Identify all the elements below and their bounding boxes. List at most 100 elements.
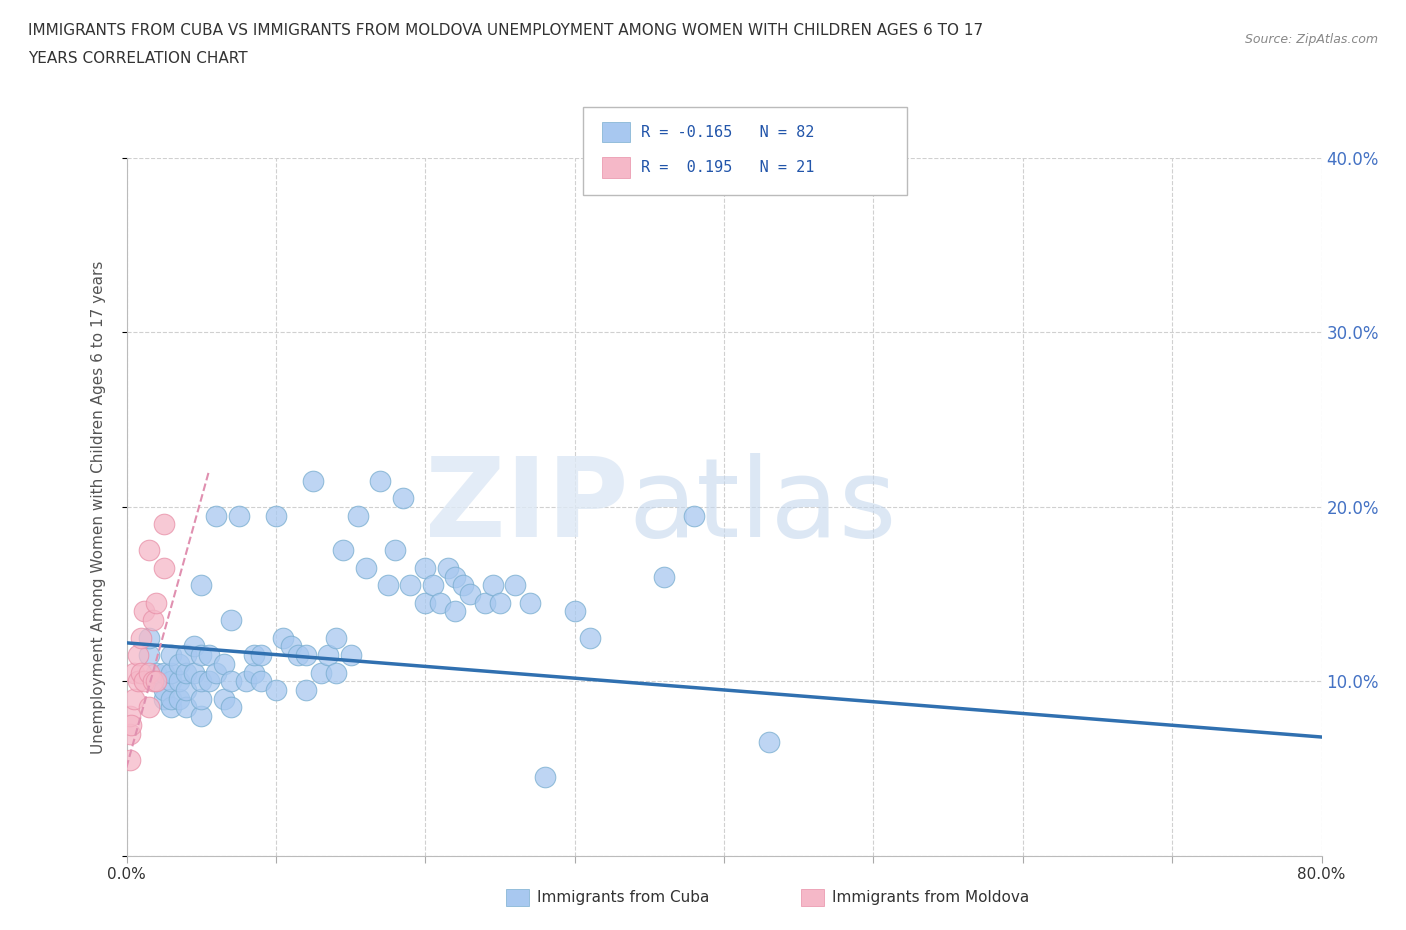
Point xyxy=(134,604,156,619)
Point xyxy=(153,683,176,698)
Point xyxy=(127,673,149,688)
Point xyxy=(264,508,287,523)
Point xyxy=(212,691,235,706)
Text: 80.0%: 80.0% xyxy=(1298,867,1346,882)
Point xyxy=(138,543,160,558)
Y-axis label: Unemployment Among Women with Children Ages 6 to 17 years: Unemployment Among Women with Children A… xyxy=(91,260,105,753)
Point xyxy=(219,673,242,688)
Point xyxy=(652,569,675,584)
Point xyxy=(451,578,474,592)
Point xyxy=(436,561,458,576)
Point xyxy=(197,647,219,662)
Text: Source: ZipAtlas.com: Source: ZipAtlas.com xyxy=(1244,33,1378,46)
Point xyxy=(153,561,176,576)
Point xyxy=(399,578,422,592)
Point xyxy=(145,665,167,680)
Text: Immigrants from Moldova: Immigrants from Moldova xyxy=(832,890,1029,905)
Point xyxy=(219,613,242,628)
Point xyxy=(174,665,197,680)
Text: atlas: atlas xyxy=(628,453,897,561)
Point xyxy=(183,665,205,680)
Point xyxy=(131,631,153,645)
Point xyxy=(422,578,444,592)
Point xyxy=(160,691,183,706)
Point xyxy=(153,517,176,532)
Point xyxy=(444,569,467,584)
Point xyxy=(160,647,183,662)
Point xyxy=(219,700,242,715)
Point xyxy=(174,700,197,715)
Point xyxy=(205,665,228,680)
Point xyxy=(325,631,347,645)
Point xyxy=(145,595,167,610)
Point xyxy=(167,691,190,706)
Point xyxy=(174,683,197,698)
Point xyxy=(145,673,167,688)
Point xyxy=(160,700,183,715)
Text: ZIP: ZIP xyxy=(425,453,628,561)
Point xyxy=(294,683,316,698)
Point xyxy=(392,491,415,506)
Point xyxy=(160,673,183,688)
Point xyxy=(489,595,512,610)
Point xyxy=(142,613,165,628)
Point xyxy=(294,647,316,662)
Point xyxy=(235,673,257,688)
Point xyxy=(138,631,160,645)
Point xyxy=(683,508,706,523)
Point xyxy=(197,673,219,688)
Point xyxy=(503,578,526,592)
Point xyxy=(153,665,176,680)
Point xyxy=(280,639,302,654)
Point xyxy=(316,647,339,662)
Point xyxy=(174,647,197,662)
Text: R =  0.195   N = 21: R = 0.195 N = 21 xyxy=(641,160,814,175)
Point xyxy=(212,657,235,671)
Point xyxy=(131,665,153,680)
Point xyxy=(287,647,309,662)
Point xyxy=(384,543,406,558)
Point xyxy=(415,561,437,576)
Point xyxy=(347,508,370,523)
Point xyxy=(190,691,212,706)
Point xyxy=(519,595,541,610)
Point xyxy=(127,647,149,662)
Point xyxy=(339,647,361,662)
Point xyxy=(458,587,481,602)
Point xyxy=(429,595,451,610)
Point xyxy=(354,561,377,576)
Point xyxy=(167,657,190,671)
Point xyxy=(370,473,392,488)
Point xyxy=(228,508,250,523)
Text: R = -0.165   N = 82: R = -0.165 N = 82 xyxy=(641,125,814,140)
Point xyxy=(190,673,212,688)
Point xyxy=(578,631,600,645)
Text: YEARS CORRELATION CHART: YEARS CORRELATION CHART xyxy=(28,51,247,66)
Point xyxy=(273,631,295,645)
Point xyxy=(190,647,212,662)
Point xyxy=(167,673,190,688)
Point xyxy=(183,639,205,654)
Point xyxy=(474,595,496,610)
Point xyxy=(564,604,586,619)
Point xyxy=(250,647,273,662)
Point xyxy=(120,717,142,732)
Point xyxy=(190,709,212,724)
Point xyxy=(444,604,467,619)
Point xyxy=(758,735,780,750)
Point xyxy=(145,673,167,688)
Point xyxy=(122,665,145,680)
Point xyxy=(142,673,165,688)
Point xyxy=(138,647,160,662)
Point xyxy=(138,665,160,680)
Text: 0.0%: 0.0% xyxy=(107,867,146,882)
Point xyxy=(302,473,325,488)
Point xyxy=(332,543,354,558)
Point xyxy=(415,595,437,610)
Point xyxy=(118,752,141,767)
Point xyxy=(325,665,347,680)
Point xyxy=(160,665,183,680)
Text: Immigrants from Cuba: Immigrants from Cuba xyxy=(537,890,710,905)
Point xyxy=(190,578,212,592)
Point xyxy=(118,726,141,741)
